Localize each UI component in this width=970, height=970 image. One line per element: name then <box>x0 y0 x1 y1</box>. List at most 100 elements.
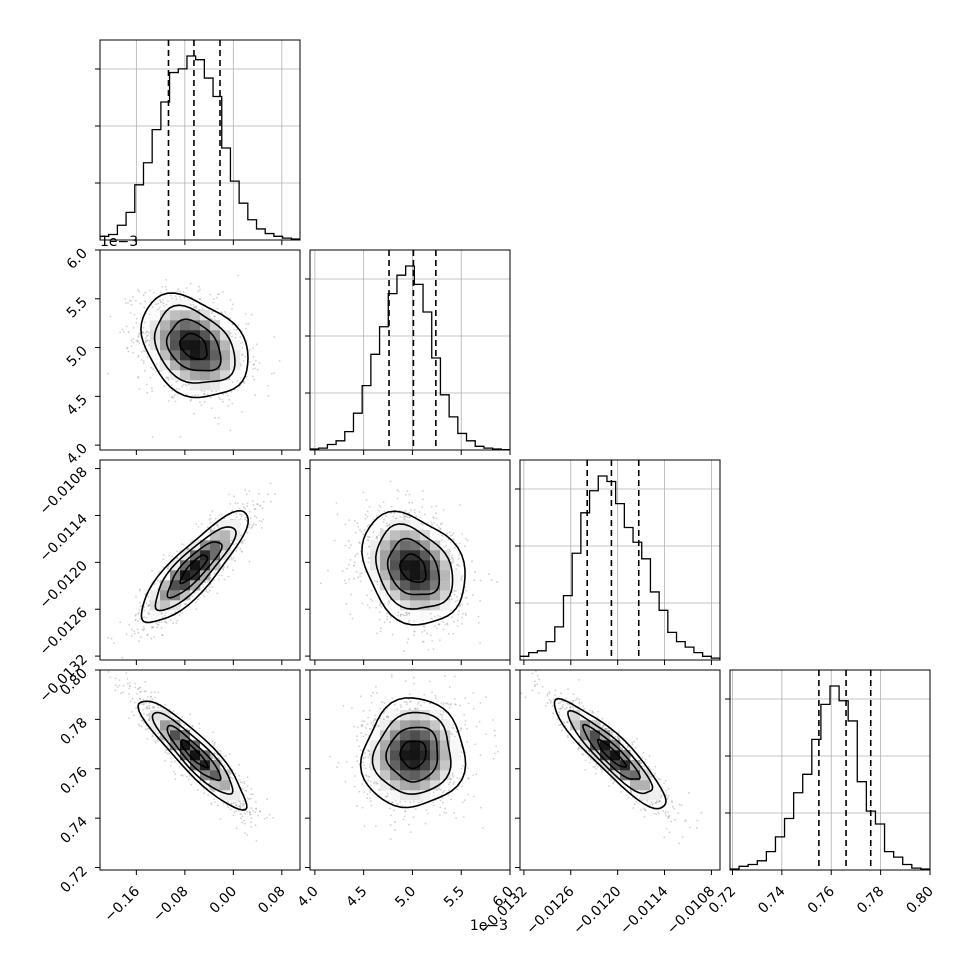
sample-point <box>354 531 357 534</box>
sample-point <box>218 578 220 581</box>
sample-point <box>458 553 461 556</box>
sample-point <box>158 370 161 372</box>
sample-point <box>356 552 359 555</box>
panel-frame <box>99 39 301 241</box>
sample-point <box>247 322 250 325</box>
density-cell <box>180 580 191 591</box>
sample-point <box>368 545 371 548</box>
density-cell <box>370 560 381 571</box>
panel-0-0 <box>95 39 301 245</box>
sample-point <box>387 600 390 603</box>
sample-point <box>371 600 374 602</box>
density-cell <box>210 340 221 351</box>
sample-point <box>249 523 252 526</box>
sample-point <box>133 313 136 316</box>
sample-point <box>145 383 148 386</box>
sample-point <box>146 714 149 717</box>
density-cell <box>150 350 161 361</box>
sample-point <box>207 591 209 594</box>
sample-point <box>381 528 384 531</box>
sample-point <box>422 625 425 627</box>
sample-point <box>213 741 216 744</box>
density-cell <box>420 580 431 591</box>
panel-frame <box>99 249 301 451</box>
sample-point <box>235 542 238 545</box>
sample-point <box>231 323 234 326</box>
sample-point <box>249 361 251 363</box>
sample-point <box>143 690 146 693</box>
sample-point <box>137 376 140 379</box>
sample-point <box>235 516 238 518</box>
sample-point <box>142 362 145 365</box>
sample-point <box>241 354 244 356</box>
sample-point <box>217 423 220 425</box>
sample-point <box>244 832 246 834</box>
sample-point <box>234 333 237 336</box>
contour-level <box>178 332 208 361</box>
sample-point <box>138 342 141 345</box>
sample-point <box>138 686 141 689</box>
sample-point <box>167 378 170 381</box>
sample-point <box>375 537 378 540</box>
sample-point <box>426 632 428 635</box>
sample-point <box>241 410 244 413</box>
sample-point <box>439 528 441 531</box>
density-cell <box>190 310 201 321</box>
sample-point <box>189 399 192 402</box>
sample-point <box>460 592 462 595</box>
sample-point <box>140 725 143 728</box>
sample-point <box>451 598 453 601</box>
sample-point <box>188 383 190 386</box>
sample-point <box>241 503 244 505</box>
sample-point <box>383 518 385 521</box>
sample-point <box>430 612 432 615</box>
sample-point <box>458 565 461 567</box>
sample-point <box>441 522 444 525</box>
sample-point <box>227 565 229 568</box>
density-cell <box>210 320 221 331</box>
density-cell <box>410 570 421 581</box>
density-cell <box>170 590 181 601</box>
sample-point <box>256 368 259 371</box>
sample-point <box>460 623 463 625</box>
density-cell <box>200 320 211 331</box>
sample-point <box>132 337 135 340</box>
sample-point <box>125 672 128 674</box>
sample-point <box>185 603 188 606</box>
sample-point <box>167 376 170 379</box>
sample-point <box>130 635 133 637</box>
sample-point <box>154 742 157 744</box>
sample-point <box>365 499 368 501</box>
sample-point <box>490 579 493 581</box>
sample-point <box>193 412 196 415</box>
sample-point <box>124 298 127 300</box>
sample-point <box>156 623 159 626</box>
sample-point <box>458 542 461 545</box>
sample-point <box>458 610 460 612</box>
sample-point <box>142 349 145 352</box>
sample-point <box>438 623 441 625</box>
sample-point <box>174 400 177 403</box>
density-cell <box>150 610 161 621</box>
sample-point <box>129 312 132 314</box>
sample-point <box>132 326 135 329</box>
sample-point <box>151 436 154 438</box>
sample-point <box>138 640 140 643</box>
sample-point <box>166 752 169 755</box>
sample-point <box>421 523 424 526</box>
contour-level <box>154 526 237 612</box>
sample-point <box>422 490 424 492</box>
sample-point <box>175 622 178 624</box>
sample-point <box>232 557 235 559</box>
sample-point <box>429 634 432 637</box>
sample-point <box>156 588 159 590</box>
sample-point <box>211 757 214 759</box>
panel-1-1 <box>305 249 511 455</box>
sample-point <box>399 613 402 616</box>
sample-point <box>195 305 198 308</box>
sample-point <box>186 728 189 730</box>
sample-point <box>179 296 182 298</box>
sample-point <box>132 295 134 298</box>
sample-point <box>430 617 432 620</box>
sample-point <box>244 507 247 510</box>
